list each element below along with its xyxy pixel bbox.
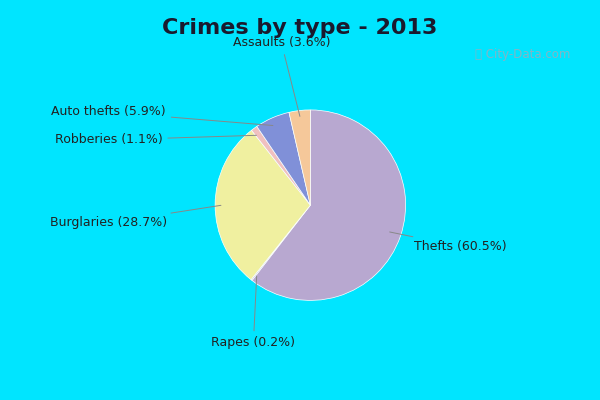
Text: Assaults (3.6%): Assaults (3.6%): [233, 36, 330, 116]
Text: ⓘ City-Data.com: ⓘ City-Data.com: [475, 48, 570, 61]
Text: Rapes (0.2%): Rapes (0.2%): [211, 276, 295, 349]
Text: Auto thefts (5.9%): Auto thefts (5.9%): [51, 106, 273, 126]
Text: Burglaries (28.7%): Burglaries (28.7%): [50, 205, 221, 229]
Text: Crimes by type - 2013: Crimes by type - 2013: [163, 18, 437, 38]
Text: Thefts (60.5%): Thefts (60.5%): [389, 232, 507, 253]
Text: Robberies (1.1%): Robberies (1.1%): [55, 134, 256, 146]
Wedge shape: [251, 205, 310, 280]
Wedge shape: [252, 110, 406, 300]
Wedge shape: [215, 130, 310, 280]
Wedge shape: [257, 112, 310, 205]
Wedge shape: [289, 110, 310, 205]
Wedge shape: [251, 126, 310, 205]
